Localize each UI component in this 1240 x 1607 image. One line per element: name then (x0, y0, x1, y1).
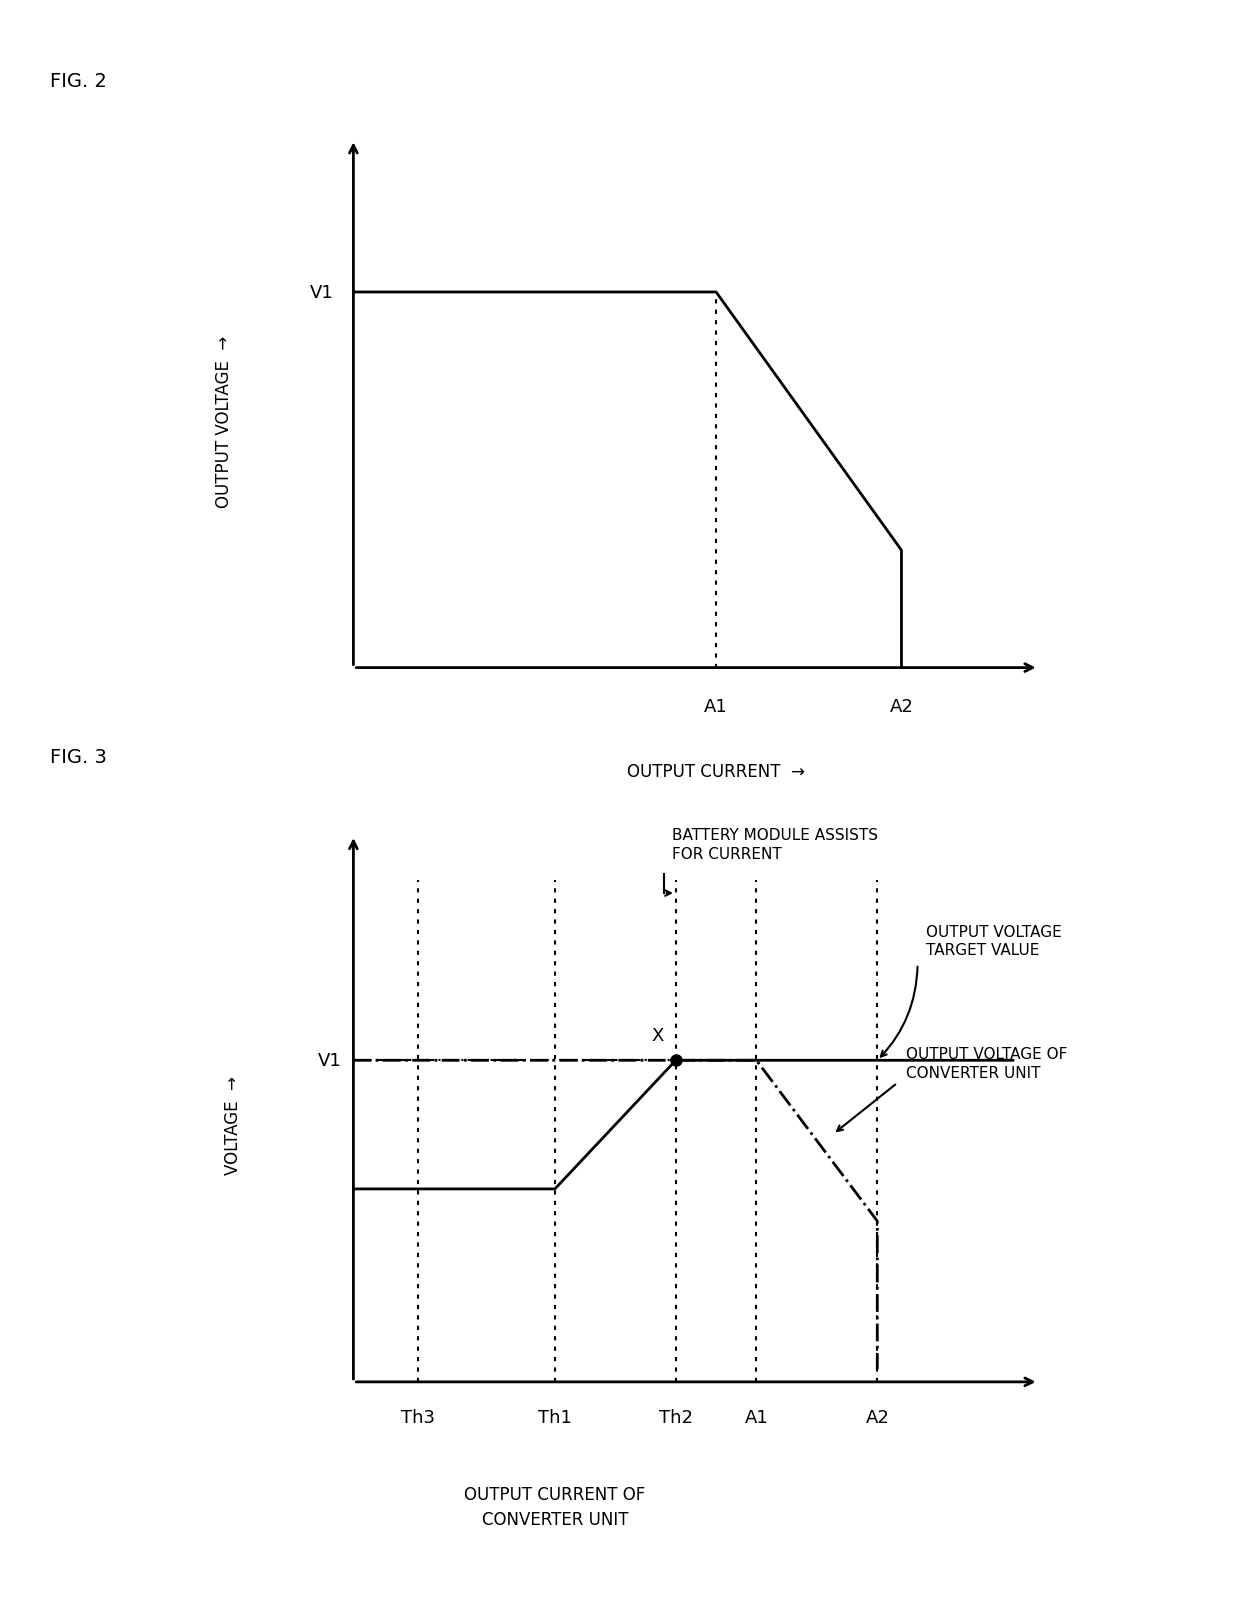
Text: OUTPUT VOLTAGE
TARGET VALUE: OUTPUT VOLTAGE TARGET VALUE (925, 924, 1061, 958)
Text: A2: A2 (866, 1408, 889, 1425)
Text: VOLTAGE  →: VOLTAGE → (223, 1075, 242, 1175)
Text: OUTPUT CURRENT OF
CONVERTER UNIT: OUTPUT CURRENT OF CONVERTER UNIT (464, 1485, 646, 1528)
Text: OUTPUT VOLTAGE OF
CONVERTER UNIT: OUTPUT VOLTAGE OF CONVERTER UNIT (905, 1046, 1066, 1080)
Text: A1: A1 (744, 1408, 769, 1425)
Text: X: X (651, 1027, 663, 1045)
Text: OUTPUT VOLTAGE  →: OUTPUT VOLTAGE → (216, 336, 233, 508)
Text: OUTPUT CURRENT  →: OUTPUT CURRENT → (627, 762, 805, 779)
Text: FIG. 3: FIG. 3 (50, 747, 107, 767)
Text: BATTERY MODULE ASSISTS
FOR CURRENT: BATTERY MODULE ASSISTS FOR CURRENT (672, 828, 878, 861)
Text: Th1: Th1 (538, 1408, 572, 1425)
Text: Th3: Th3 (401, 1408, 435, 1425)
Text: V1: V1 (317, 1051, 341, 1070)
Text: A1: A1 (704, 697, 728, 715)
Text: FIG. 2: FIG. 2 (50, 72, 107, 92)
Text: A2: A2 (889, 697, 914, 715)
Text: Th2: Th2 (658, 1408, 693, 1425)
Text: V1: V1 (310, 284, 334, 302)
